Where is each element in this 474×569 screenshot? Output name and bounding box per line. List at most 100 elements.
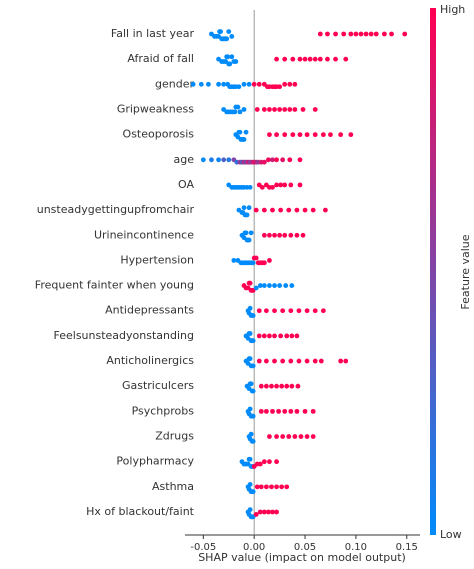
dot: [294, 232, 300, 238]
dot: [287, 157, 293, 163]
dot: [269, 383, 274, 389]
dot: [317, 31, 323, 37]
dot: [274, 157, 279, 163]
dot: [250, 489, 256, 495]
dot: [254, 484, 260, 490]
feature-label: Zdrugs: [155, 430, 194, 443]
dot: [353, 31, 359, 37]
dot: [266, 157, 271, 163]
dot: [247, 507, 253, 512]
dot: [236, 84, 242, 90]
dot: [190, 81, 196, 87]
dot: [259, 184, 265, 190]
dot: [216, 81, 221, 87]
dot: [280, 157, 286, 163]
dot: [250, 363, 256, 369]
dot: [261, 260, 267, 266]
x-tick-label: 0.15: [396, 542, 418, 553]
dot: [312, 308, 318, 314]
dot: [389, 31, 394, 37]
dot: [277, 232, 283, 238]
dot: [266, 509, 271, 515]
dot: [263, 308, 269, 314]
dot: [278, 333, 284, 339]
dot: [229, 34, 235, 39]
dot: [312, 56, 318, 62]
dot: [221, 157, 227, 163]
dot: [283, 283, 289, 288]
dot: [229, 54, 235, 60]
dot: [284, 383, 290, 389]
dot: [243, 230, 249, 236]
dot: [274, 132, 279, 138]
dot: [261, 333, 267, 339]
feature-label: OA: [178, 178, 194, 191]
dot: [267, 459, 272, 465]
dot: [282, 107, 288, 112]
dot: [300, 232, 306, 238]
dot: [282, 81, 288, 87]
dot: [286, 434, 292, 439]
dot: [257, 283, 263, 288]
dot: [250, 260, 256, 266]
dot: [237, 109, 243, 115]
dot: [272, 283, 277, 288]
dot: [261, 107, 267, 112]
dot: [232, 109, 238, 115]
dot: [227, 61, 233, 67]
dot: [263, 484, 269, 490]
dot: [261, 283, 267, 288]
dot: [257, 461, 263, 467]
dot: [251, 81, 257, 87]
colorbar-label: Feature value: [459, 234, 472, 309]
feature-label: Gripweakness: [117, 102, 194, 115]
dot: [225, 54, 231, 60]
dot: [267, 232, 272, 238]
dot: [247, 280, 253, 286]
colorbar: [430, 8, 436, 535]
dot: [261, 232, 267, 238]
dot: [243, 129, 249, 135]
dot: [248, 431, 254, 437]
dot: [312, 358, 318, 364]
dot: [302, 207, 308, 213]
dot: [278, 182, 284, 188]
dot: [253, 255, 259, 261]
dot: [269, 484, 274, 490]
dot: [288, 408, 294, 414]
dot: [292, 434, 298, 439]
dot: [341, 31, 347, 37]
dot: [328, 132, 333, 138]
colorbar-low: Low: [440, 528, 462, 541]
dot: [381, 31, 387, 37]
dot: [348, 31, 354, 37]
dot: [263, 408, 269, 414]
dot: [246, 205, 252, 211]
dot: [280, 434, 286, 439]
dot: [276, 408, 281, 414]
dot: [304, 308, 310, 314]
dot: [289, 283, 295, 288]
dot: [343, 358, 349, 364]
dot: [325, 31, 330, 37]
dot: [277, 283, 283, 288]
dot: [368, 31, 374, 37]
dot: [274, 509, 279, 515]
feature-label: Polypharmacy: [116, 455, 194, 468]
dot: [302, 408, 308, 414]
x-tick-label: 0.00: [243, 542, 265, 553]
dot: [402, 31, 408, 37]
dot: [253, 512, 259, 517]
dot: [256, 308, 262, 314]
dot: [274, 434, 279, 439]
x-tick-label: 0.10: [345, 542, 367, 553]
dot: [218, 29, 224, 34]
dot: [288, 358, 294, 364]
dot: [312, 132, 318, 138]
dot: [288, 232, 294, 238]
dot: [343, 56, 349, 62]
dot: [233, 59, 239, 64]
dot: [274, 56, 279, 62]
dot: [272, 333, 277, 339]
dot: [224, 36, 230, 42]
